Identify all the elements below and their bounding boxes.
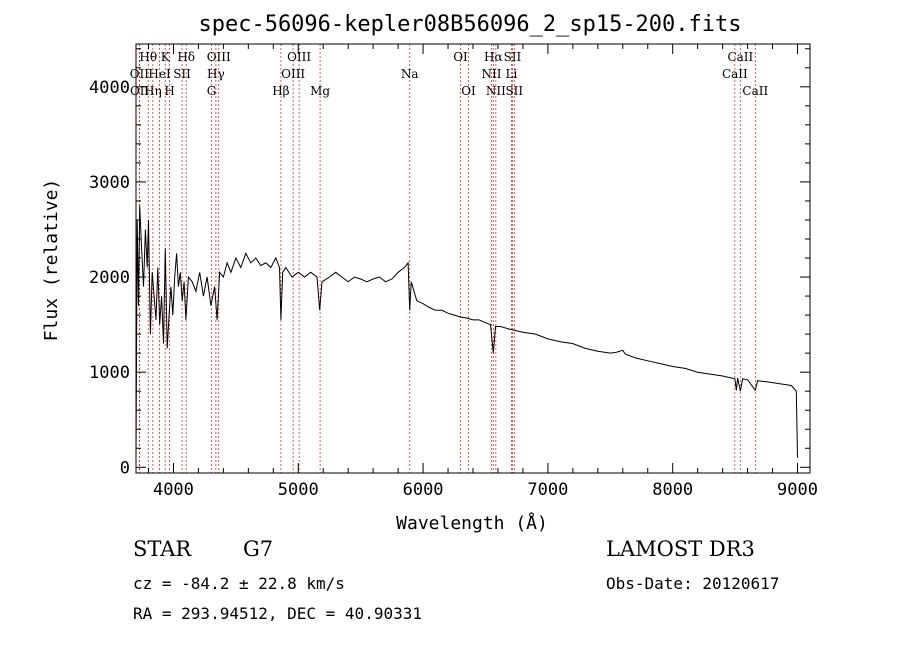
line-label-26: CaII (722, 67, 748, 81)
y-tick-label: 2000 (89, 268, 130, 288)
spectral-line-markers (138, 44, 756, 473)
x-tick-label: 6000 (403, 480, 444, 500)
x-tick-label: 8000 (652, 480, 693, 500)
line-label-19: Hα (484, 50, 503, 64)
line-label-18: OI (461, 84, 476, 98)
line-label-13: OIII (281, 67, 305, 81)
axis-ticks: 4000 5000 6000 7000 8000 9000 0 1000 2000 3000 400… (89, 44, 818, 500)
line-label-7: SII (173, 67, 191, 81)
line-label-3: Hη (144, 84, 162, 98)
object-class: STAR (133, 537, 192, 561)
line-label-14: OIII (287, 50, 311, 64)
x-axis-label: Wavelength (Å) (396, 512, 548, 534)
chart-title: spec-56096-kepler08B56096_2_sp15-200.fit… (198, 12, 741, 37)
line-label-5: HeI (148, 67, 171, 81)
line-label-25: CaII (727, 50, 753, 64)
line-label-22: SII (504, 50, 522, 64)
y-tick-label: 0 (120, 458, 130, 478)
x-tick-label: 9000 (777, 480, 818, 500)
line-label-12: Hβ (272, 84, 289, 98)
redshift-velocity: cz = -84.2 ± 22.8 km/s (133, 574, 345, 593)
survey-name: LAMOST DR3 (606, 537, 755, 561)
line-label-10: Hγ (207, 67, 225, 81)
line-label-21: NII (486, 84, 506, 98)
line-label-4: K (161, 50, 171, 64)
y-tick-label: 4000 (89, 78, 130, 98)
line-label-23: Li (506, 67, 518, 81)
x-tick-label: 7000 (527, 480, 568, 500)
object-subclass: G7 (243, 537, 274, 561)
y-tick-label: 1000 (89, 363, 130, 383)
x-tick-label: 5000 (278, 480, 319, 500)
line-label-6: H (164, 84, 174, 98)
y-axis-label: Flux (relative) (41, 179, 62, 342)
observation-date: Obs-Date: 20120617 (606, 574, 780, 593)
coordinates: RA = 293.94512, DEC = 40.90331 (133, 604, 422, 623)
plot-frame (135, 43, 811, 474)
line-label-9: OIII (207, 50, 231, 64)
y-tick-label: 3000 (89, 173, 130, 193)
x-tick-label: 4000 (153, 480, 194, 500)
line-label-15: Mg (310, 84, 330, 98)
line-label-2: OII (130, 84, 150, 98)
line-label-20: NII (481, 67, 501, 81)
line-label-16: Na (401, 67, 419, 81)
line-label-24: SII (505, 84, 523, 98)
line-label-11: G (207, 84, 217, 98)
line-label-0: Hθ (139, 50, 157, 64)
line-label-8: Hδ (177, 50, 195, 64)
spectrum-series-line (135, 205, 798, 460)
line-label-17: OI (453, 50, 468, 64)
line-label-1: OII (130, 67, 150, 81)
line-label-27: CaII (742, 84, 768, 98)
